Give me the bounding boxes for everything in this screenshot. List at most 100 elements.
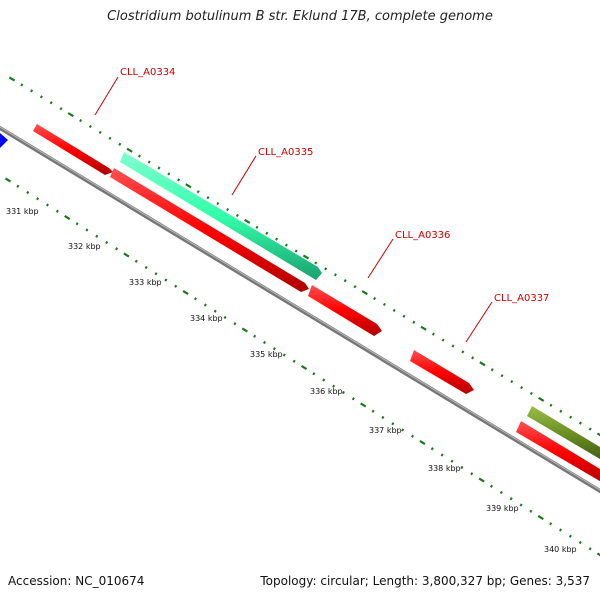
minor-tick [460,465,464,470]
minor-tick [174,284,178,288]
minor-tick [253,334,257,338]
minor-tick [59,107,63,111]
gene-blue-partial[interactable] [0,133,8,148]
major-tick [64,214,71,221]
minor-tick [157,166,161,170]
minor-tick [549,522,553,526]
major-tick [478,477,485,483]
major-tick [596,432,600,437]
major-tick [241,327,248,333]
gene-label-CLL_A0334: CLL_A0334 [120,67,175,78]
kbp-label: 336 kbp [310,387,343,396]
minor-tick [578,421,582,425]
major-tick [302,254,310,260]
minor-tick [20,83,24,87]
minor-tick [529,391,533,396]
gene-olive-partial[interactable] [527,406,600,462]
minor-tick [569,415,573,419]
gene-label-CLL_A0335: CLL_A0335 [258,147,313,158]
minor-tick [167,172,171,176]
gene-CLL_A0337[interactable] [410,350,474,394]
major-tick [537,514,544,521]
minor-tick [265,231,269,235]
minor-tick [441,338,445,342]
minor-tick [343,279,347,283]
minor-tick [509,497,513,501]
gene-label-CLL_A0336: CLL_A0336 [395,230,450,241]
major-tick [300,364,308,371]
minor-tick [351,397,355,401]
gene-label-CLL_A0337: CLL_A0337 [494,293,549,304]
minor-tick [461,350,465,354]
minor-tick [272,347,276,351]
leader-CLL_A0337 [465,301,493,343]
leader-CLL_A0335 [231,155,257,196]
minor-tick [568,534,572,538]
gene-CLL_A0334[interactable] [33,124,113,175]
minor-tick [392,308,396,312]
minor-tick [196,190,200,194]
major-tick [538,396,545,402]
minor-tick [98,130,102,134]
genome-backbone-highlight [0,126,600,491]
kbp-label: 331 kbp [6,207,39,216]
minor-tick [223,315,227,320]
minor-tick [381,415,385,420]
minor-tick [470,472,474,476]
major-tick [182,289,189,296]
kbp-label: 338 kbp [428,464,461,473]
minor-tick [55,209,59,213]
major-tick [419,439,426,446]
major-tick [67,112,74,118]
minor-tick [282,353,286,357]
minor-tick [292,359,296,363]
major-tick [420,325,427,331]
minor-tick [371,409,375,413]
minor-tick [263,340,267,345]
minor-tick [226,207,230,212]
leader-CLL_A0336 [367,238,394,279]
minor-tick [115,247,119,251]
minor-tick [373,296,377,301]
minor-tick [490,368,494,372]
minor-tick [177,178,181,182]
major-tick [479,361,486,367]
kbp-label: 333 kbp [129,278,162,287]
gene-CLL_A0335[interactable] [120,152,322,280]
minor-tick [164,278,168,282]
kbp-label: 332 kbp [68,242,101,251]
minor-tick [412,320,416,324]
minor-tick [401,428,405,432]
minor-tick [312,372,316,376]
gene-CLL_A0336[interactable] [308,285,382,336]
minor-tick [235,213,239,218]
major-tick [123,252,130,258]
minor-tick [520,385,524,390]
minor-tick [134,259,138,263]
minor-tick [49,101,53,105]
minor-tick [382,302,386,307]
inner-tick-row [4,177,600,557]
gene-forward-2[interactable] [516,421,600,484]
minor-tick [16,184,20,188]
kbp-label: 337 kbp [369,426,402,435]
minor-tick [391,422,395,426]
minor-tick [411,434,415,438]
gene-forward-1[interactable] [110,168,309,292]
accession-text: Accession: NC_010674 [8,574,145,588]
minor-tick [26,190,30,195]
minor-tick [322,378,326,382]
minor-tick [549,403,553,407]
minor-tick [203,303,207,307]
minor-tick [529,509,533,513]
minor-tick [206,196,210,200]
minor-tick [578,540,582,545]
minor-tick [144,265,148,270]
major-tick [8,76,16,82]
minor-tick [213,309,217,313]
minor-tick [233,322,237,326]
kbp-label: 335 kbp [250,350,283,359]
minor-tick [154,272,158,276]
minor-tick [39,95,43,99]
